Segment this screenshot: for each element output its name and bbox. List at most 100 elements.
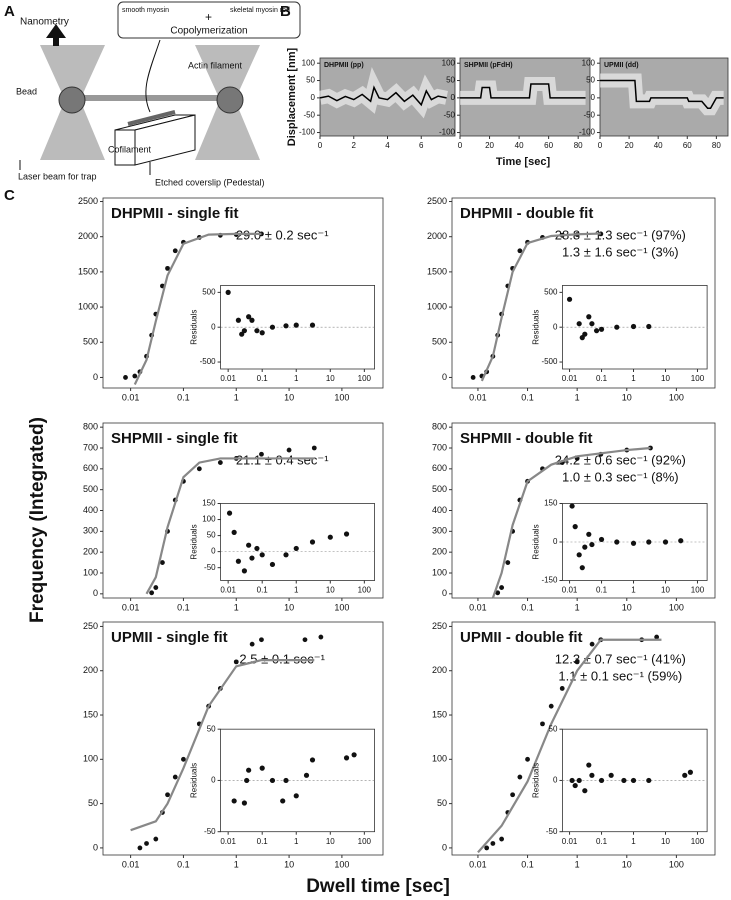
x-tick-label: 0.1 [596,586,608,595]
data-point [630,323,637,330]
data-point [244,777,250,784]
y-tick-label: 250 [432,621,447,631]
data-point [576,552,582,558]
data-point [165,792,170,798]
y-tick-label: 100 [582,58,596,67]
plot-frame [102,197,384,389]
y-tick-label: 50 [446,76,455,85]
x-tick-label: 1 [294,837,299,846]
y-tick-label: 600 [83,463,98,473]
data-point [309,322,316,328]
data-point [160,560,165,565]
y-tick-label: 800 [432,422,447,432]
y-tick-label: 200 [83,547,98,557]
y-tick-label: 1500 [78,266,98,276]
label: Laser beam for trap [18,171,97,181]
x-tick-label: 10 [284,392,294,402]
label: Copolymerization [170,26,247,37]
data-point [569,777,575,784]
fit-line [130,658,315,832]
chart-title: DHPMII (pp) [324,62,364,69]
data-point [630,540,637,546]
data-point [269,561,276,568]
data-point [246,767,252,773]
x-tick-label: 1 [575,859,580,869]
inset-y-label: Residuals [532,310,541,345]
data-point [608,772,614,778]
y-tick-label: 150 [432,709,447,719]
chart-title: DHPMII - double fit [460,205,593,222]
x-tick-label: 0 [318,141,323,150]
data-point [181,756,186,762]
x-tick-label: 10 [284,602,294,612]
y-tick-label: 150 [544,499,558,508]
x-tick-label: 0.1 [177,602,190,612]
data-point [614,324,620,330]
annotation: 1.0 ± 0.3 sec⁻¹ (8%) [562,469,679,484]
y-tick-label: 100 [83,754,98,764]
x-tick-label: 0.1 [596,837,608,846]
data-point [327,534,333,540]
x-tick-label: 100 [334,602,349,612]
y-tick-label: -100 [579,128,596,137]
x-tick-label: 0.01 [562,586,578,595]
y-tick-label: 600 [432,463,447,473]
data-point [576,321,582,327]
bead-right [216,86,244,114]
label: Nanometry [20,17,69,28]
data-point [246,542,252,548]
x-tick-label: 0.1 [177,859,190,869]
label: + [205,10,212,24]
data-point [217,460,223,465]
data-point [484,845,490,851]
panel-label: C [4,187,15,204]
y-tick-label: 0 [553,322,558,331]
data-point [586,314,592,320]
x-tick-label: 6 [419,141,424,150]
y-tick-label: 0 [93,588,98,598]
x-tick-label: 0.01 [562,837,578,846]
y-tick-label: 300 [432,526,447,536]
x-tick-label: 100 [691,374,705,383]
y-tick-label: -100 [299,128,316,137]
x-tick-label: 0.01 [469,602,487,612]
x-tick-label: 1 [234,859,239,869]
data-point [293,793,299,799]
x-tick-label: 0.01 [469,392,487,402]
x-tick-label: 1 [631,837,636,846]
y-tick-label: 200 [432,547,447,557]
arrow-up [46,24,66,38]
y-tick-label: 50 [586,76,595,85]
y-tick-label: -50 [443,110,455,119]
label: smooth myosin [122,7,169,14]
data-point [241,800,247,806]
y-tick-label: -50 [204,563,216,572]
y-tick-label: 150 [83,709,98,719]
x-tick-label: 80 [712,141,721,150]
x-tick-label: 100 [669,859,684,869]
data-point [576,777,582,784]
annotation: 21.1 ± 0.4 sec⁻¹ [236,452,329,467]
data-point [646,323,652,330]
data-point [259,330,265,336]
x-tick-label: 100 [669,392,684,402]
annotation: 28.8 ± 1.3 sec⁻¹ (97%) [555,227,686,242]
data-point [559,686,565,691]
y-tick-label: 250 [83,621,98,631]
y-tick-label: 0 [591,93,596,102]
y-tick-label: 700 [432,442,447,452]
y-tick-label: 0 [93,372,98,382]
x-tick-label: 2 [352,141,357,150]
x-tick-label: 0.01 [122,392,140,402]
data-point [621,777,627,784]
y-tick-label: 0 [442,588,447,598]
y-tick-label: 1000 [427,301,447,311]
data-point [235,317,242,323]
data-point [249,555,255,561]
data-point [517,774,523,780]
y-tick-label: 100 [442,58,456,67]
trace [319,85,447,107]
data-point [283,323,289,329]
data-point [598,536,605,543]
inset-frame [220,503,376,581]
